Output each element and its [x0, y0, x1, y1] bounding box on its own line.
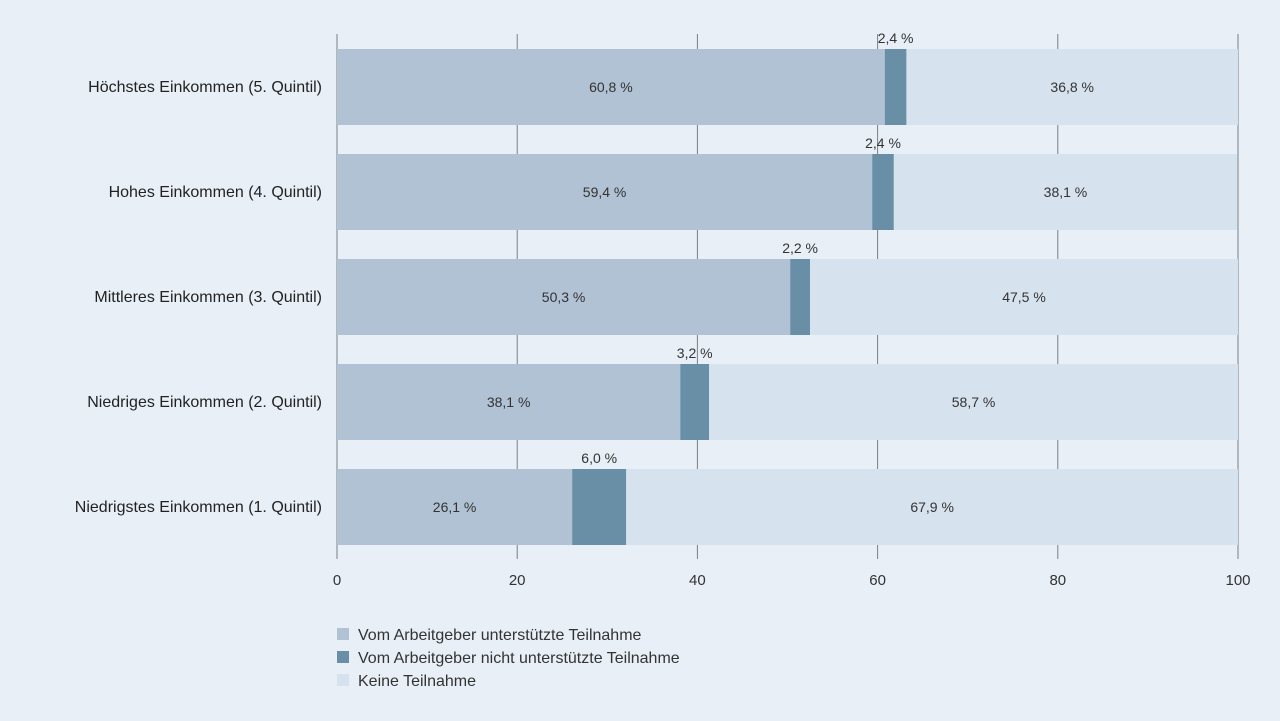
category-label: Niedriges Einkommen (2. Quintil) [87, 394, 322, 411]
bar-segment [810, 259, 1238, 335]
data-labels: 60,8 % 2,4 % 36,8 % 59,4 % 2,4 % 38,1 % 50,3 %… [433, 30, 1094, 515]
legend: Vom Arbeitgeber unterstützte Teilnahme Vo… [337, 627, 680, 690]
x-tick-label: 40 [689, 572, 706, 589]
bar-segment [872, 154, 894, 230]
legend-label: Vom Arbeitgeber unterstützte Teilnahme [358, 627, 642, 644]
bar-segment [893, 154, 1238, 230]
data-label: 3,2 % [677, 345, 713, 361]
data-label: 26,1 % [433, 499, 477, 515]
bar-segment [337, 364, 681, 440]
x-tick-label: 60 [869, 572, 886, 589]
legend-label: Keine Teilnahme [358, 673, 476, 690]
x-tick-label: 100 [1225, 572, 1250, 589]
legend-swatch [337, 628, 349, 640]
bars [337, 49, 1238, 545]
data-label: 6,0 % [581, 450, 617, 466]
x-tick-label: 20 [509, 572, 526, 589]
x-tick-label: 0 [333, 572, 341, 589]
legend-swatch [337, 651, 349, 663]
bar-segment [680, 364, 710, 440]
bar-segment [337, 469, 573, 545]
bar-segment [337, 154, 873, 230]
category-label: Höchstes Einkommen (5. Quintil) [88, 79, 322, 96]
data-label: 58,7 % [952, 394, 996, 410]
axes: 0 20 40 60 80 100 Höchstes Einkommen (5. Quint… [75, 79, 1251, 589]
data-label: 38,1 % [1044, 184, 1088, 200]
bar-segment [337, 49, 885, 125]
data-label: 2,4 % [865, 135, 901, 151]
category-label: Mittleres Einkommen (3. Quintil) [94, 289, 322, 306]
bar-segment [709, 364, 1238, 440]
data-label: 47,5 % [1002, 289, 1046, 305]
category-label: Hohes Einkommen (4. Quintil) [109, 184, 322, 201]
category-label: Niedrigstes Einkommen (1. Quintil) [75, 499, 322, 516]
data-label: 38,1 % [487, 394, 531, 410]
x-tick-label: 80 [1049, 572, 1066, 589]
data-label: 2,4 % [878, 30, 914, 46]
data-label: 59,4 % [583, 184, 627, 200]
bar-segment [906, 49, 1238, 125]
bar-segment [337, 259, 791, 335]
legend-swatch [337, 674, 349, 686]
data-label: 36,8 % [1050, 79, 1094, 95]
data-label: 50,3 % [542, 289, 586, 305]
bar-segment [884, 49, 907, 125]
bar-segment [790, 259, 811, 335]
data-label: 2,2 % [782, 240, 818, 256]
data-label: 67,9 % [910, 499, 954, 515]
legend-label: Vom Arbeitgeber nicht unterstützte Teiln… [358, 650, 680, 667]
data-label: 60,8 % [589, 79, 633, 95]
bar-segment [626, 469, 1238, 545]
bar-segment [572, 469, 627, 545]
